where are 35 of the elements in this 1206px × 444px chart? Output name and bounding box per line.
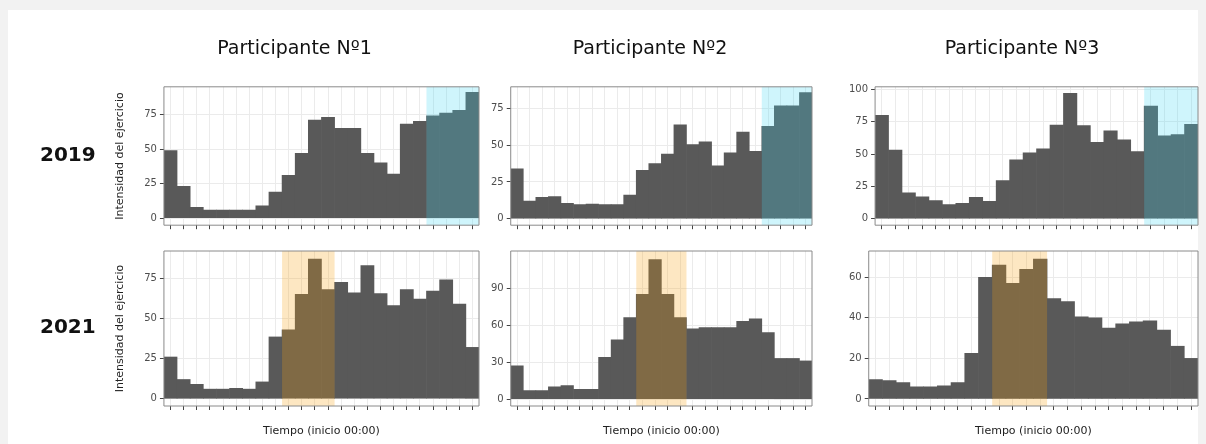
y-axis-title: Intensidad del ejercicio (113, 92, 127, 220)
y-tick-label: 90 (490, 281, 504, 293)
y-tick-label: 30 (490, 355, 504, 367)
y-tick-label: 75 (490, 102, 504, 114)
y-tick-label: 25 (490, 175, 504, 187)
chart-title: Participante Nº1 (217, 36, 372, 59)
y-tick-label: 75 (144, 108, 157, 120)
y-tick-label: 0 (855, 392, 862, 404)
y-tick-label: 25 (144, 352, 157, 364)
y-tick-label: 50 (144, 142, 157, 154)
y-tick-label: 100 (848, 82, 869, 94)
y-tick-label: 0 (497, 212, 504, 224)
y-tick-label: 0 (861, 212, 869, 224)
y-tick-label: 75 (855, 115, 869, 127)
chart-title: Participante Nº2 (572, 36, 728, 59)
y-tick-label: 50 (855, 147, 869, 159)
x-axis-title: Tiempo (inicio 00:00) (973, 424, 1092, 438)
y-tick-label: 20 (848, 351, 862, 363)
y-tick-label: 0 (150, 211, 157, 223)
x-axis-title: Tiempo (inicio 00:00) (601, 424, 720, 438)
y-axis-title: Intensidad del ejercicio (113, 264, 127, 393)
x-axis-title: Tiempo (inicio 00:00) (262, 424, 380, 438)
y-tick-label: 25 (144, 177, 157, 189)
y-tick-label: 75 (144, 271, 157, 283)
chart-title: Participante Nº3 (944, 36, 1100, 59)
y-tick-label: 50 (144, 312, 157, 324)
y-tick-label: 50 (490, 138, 504, 150)
y-tick-label: 25 (855, 179, 869, 191)
y-tick-label: 60 (848, 270, 862, 282)
y-tick-label: 40 (848, 311, 862, 323)
y-tick-label: 0 (150, 392, 157, 404)
y-tick-label: 0 (497, 392, 504, 404)
text: 2019 (40, 142, 96, 166)
y-tick-label: 60 (490, 318, 504, 330)
text: 2021 (40, 314, 96, 338)
